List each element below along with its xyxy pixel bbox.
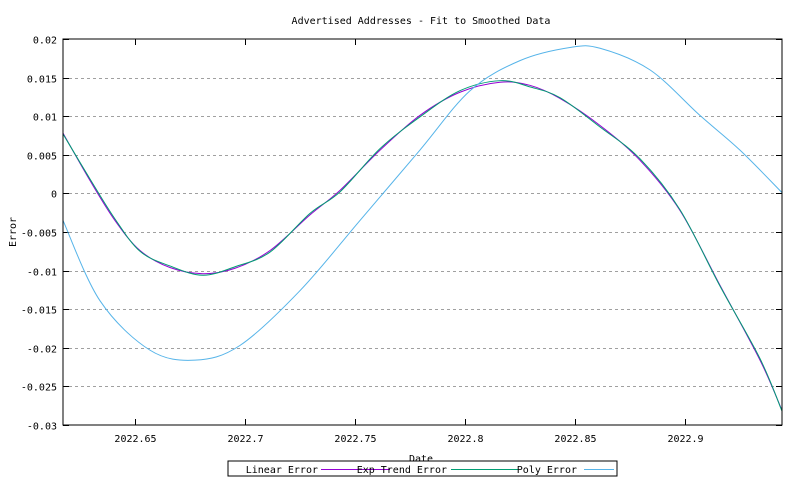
legend-label: Exp Trend Error — [357, 465, 447, 476]
x-tick-label: 2022.65 — [114, 434, 156, 445]
y-tick-label: 0.02 — [33, 36, 57, 47]
y-tick-label: -0.025 — [21, 383, 57, 394]
series-lines — [62, 45, 783, 412]
exp-trend-error-line — [62, 80, 783, 412]
y-tick-label: 0.005 — [27, 152, 57, 163]
gridlines — [63, 78, 782, 387]
x-axis-label: Date — [409, 454, 433, 465]
x-tick-label: 2022.8 — [447, 434, 483, 445]
legend: Linear Error Exp Trend Error Poly Error — [227, 460, 618, 477]
y-tick-label: -0.02 — [27, 345, 57, 356]
x-tick-label: 2022.9 — [667, 434, 703, 445]
x-tick-label: 2022.75 — [334, 434, 376, 445]
y-axis-label: Error — [8, 217, 19, 247]
y-tick-label: 0.015 — [27, 75, 57, 86]
linear-error-line — [62, 81, 783, 411]
y-tick-label: 0.01 — [33, 113, 57, 124]
legend-label: Poly Error — [517, 465, 577, 476]
y-tick-label: -0.005 — [21, 229, 57, 240]
x-tick-label: 2022.85 — [554, 434, 596, 445]
y-tick-label: -0.03 — [27, 422, 57, 433]
axis-ticks: 0.02 0.015 0.01 0.005 0 -0.005 -0.01 -0.015 -0.0… — [21, 36, 782, 445]
x-tick-label: 2022.7 — [227, 434, 263, 445]
chart-title: Advertised Addresses - Fit to Smoothed D… — [292, 16, 551, 27]
legend-box — [227, 460, 618, 477]
y-tick-label: -0.015 — [21, 306, 57, 317]
y-tick-label: -0.01 — [27, 268, 57, 279]
plot-border — [62, 38, 783, 426]
poly-error-line — [62, 45, 783, 361]
legend-label: Linear Error — [246, 465, 318, 476]
y-tick-label: 0 — [51, 190, 57, 201]
